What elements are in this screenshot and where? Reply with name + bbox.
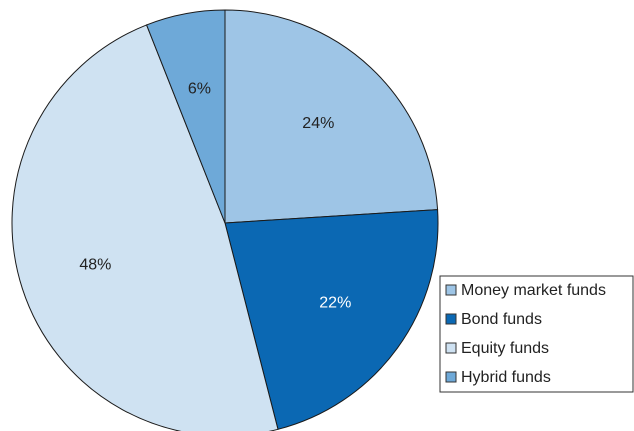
legend-label: Equity funds bbox=[461, 340, 549, 357]
slice-label: 48% bbox=[79, 256, 111, 273]
pie-slice bbox=[145, 9, 226, 224]
pie-slice bbox=[224, 9, 439, 224]
pie-slice bbox=[224, 209, 439, 430]
legend-label: Hybrid funds bbox=[461, 369, 551, 386]
legend-label: Bond funds bbox=[461, 311, 542, 328]
slice-label: 22% bbox=[319, 294, 351, 311]
legend-label: Money market funds bbox=[461, 282, 606, 299]
slice-label: 24% bbox=[302, 115, 334, 132]
legend-swatch bbox=[445, 313, 457, 325]
legend-swatch bbox=[445, 284, 457, 296]
legend-box bbox=[439, 275, 634, 393]
legend-swatch bbox=[445, 342, 457, 354]
pie-slice bbox=[11, 24, 279, 431]
slice-label: 6% bbox=[188, 80, 211, 97]
legend-swatch bbox=[445, 371, 457, 383]
